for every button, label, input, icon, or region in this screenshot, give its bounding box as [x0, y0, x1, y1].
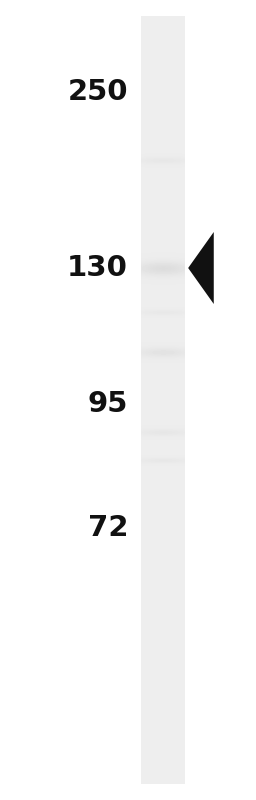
Text: 72: 72	[88, 514, 128, 542]
Polygon shape	[188, 232, 214, 304]
Text: 95: 95	[88, 390, 128, 418]
Text: 250: 250	[68, 78, 128, 106]
Text: 130: 130	[67, 254, 128, 282]
